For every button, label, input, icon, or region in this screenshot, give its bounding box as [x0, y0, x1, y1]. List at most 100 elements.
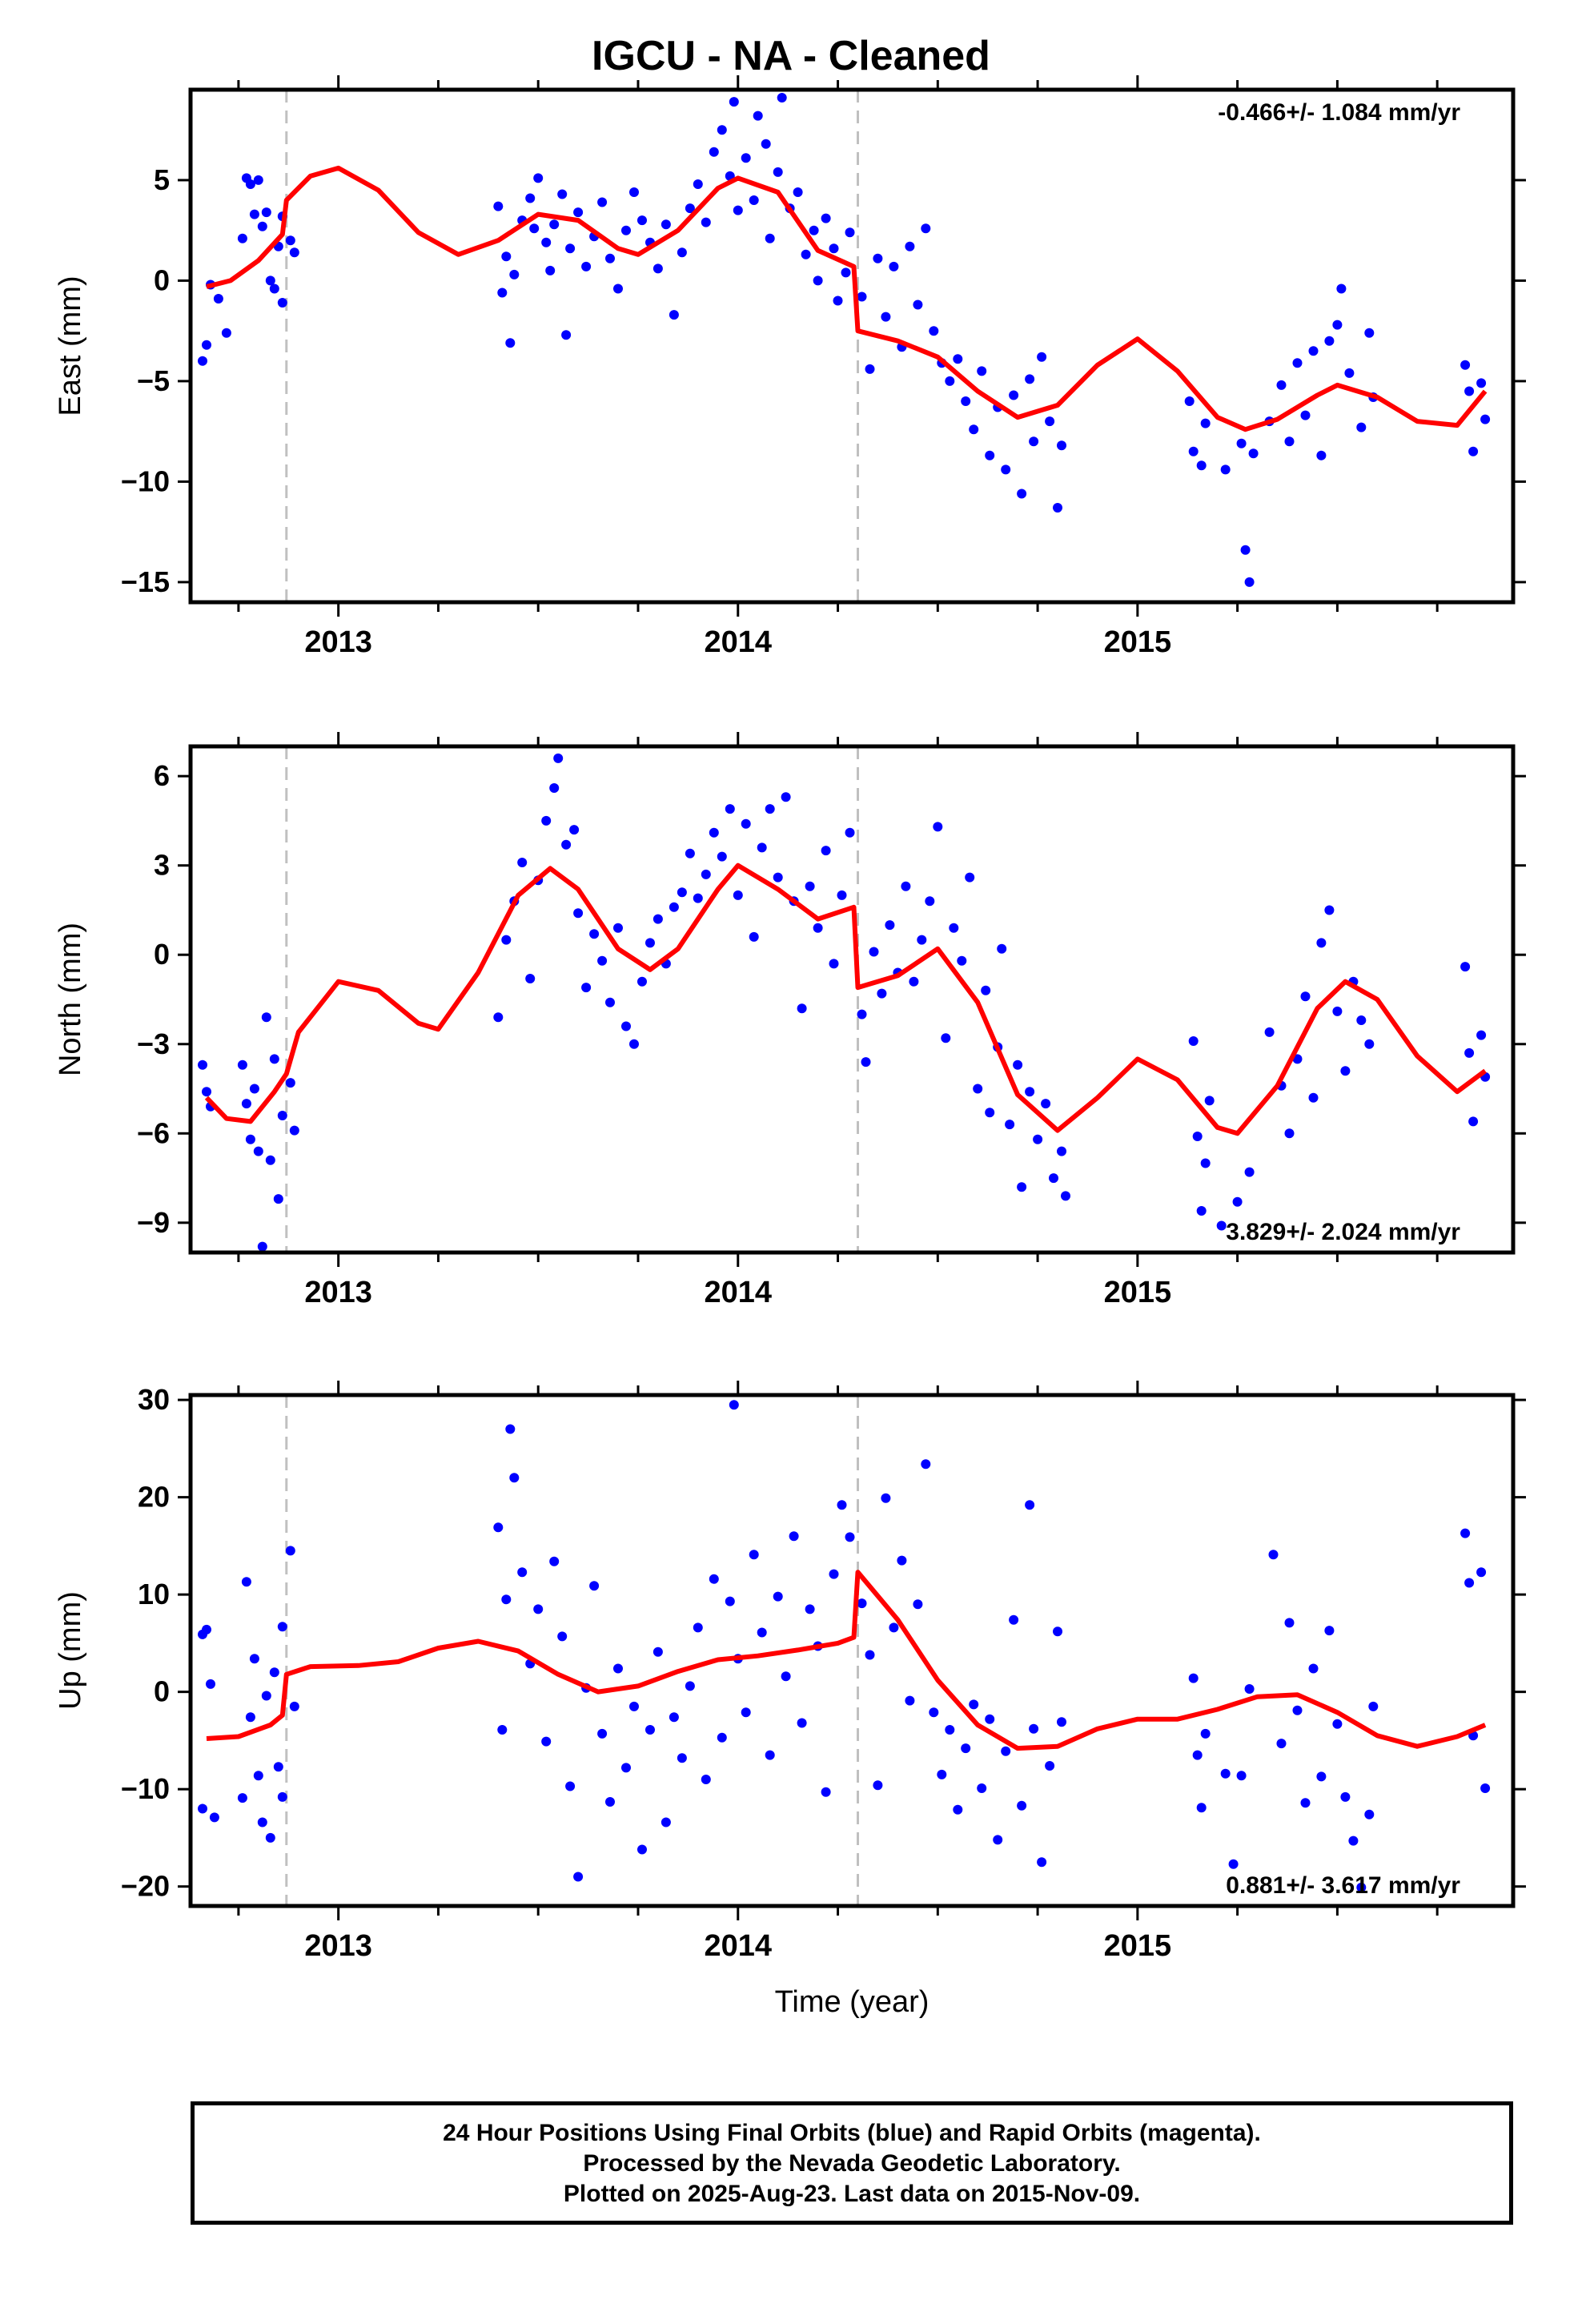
data-point — [1480, 414, 1491, 424]
data-point — [773, 1591, 783, 1602]
data-point — [677, 887, 687, 898]
data-point — [1276, 380, 1287, 390]
y-tick-label: −10 — [121, 464, 170, 497]
data-point — [289, 247, 299, 258]
data-point — [1460, 360, 1471, 370]
data-point — [237, 1793, 247, 1803]
data-point — [865, 1650, 875, 1660]
data-point — [749, 1550, 759, 1560]
rate-annotation: 3.829+/- 2.024 mm/yr — [1226, 1219, 1460, 1245]
data-point — [533, 173, 544, 183]
data-point — [573, 1872, 584, 1882]
data-point — [909, 976, 919, 987]
data-point — [1184, 396, 1195, 406]
data-point — [1053, 1626, 1062, 1637]
plot-frame — [188, 744, 1516, 1255]
data-point — [613, 1663, 623, 1674]
data-point — [198, 1803, 207, 1814]
data-point — [945, 376, 955, 386]
data-point — [493, 201, 504, 211]
data-point — [525, 193, 536, 203]
data-point — [1468, 446, 1479, 456]
y-axis-label: Up (mm) — [54, 1591, 87, 1710]
data-point — [821, 1787, 831, 1797]
data-point — [1216, 1220, 1227, 1231]
data-point — [661, 219, 671, 230]
data-point — [677, 1753, 687, 1763]
data-point — [693, 893, 703, 903]
data-point — [597, 197, 608, 207]
data-point — [1300, 991, 1311, 1002]
data-point — [929, 326, 939, 336]
data-point — [709, 147, 719, 157]
data-point — [1324, 905, 1335, 915]
data-point — [269, 1054, 279, 1064]
data-point — [1232, 1196, 1243, 1207]
x-tick-label: 2015 — [1104, 625, 1172, 659]
data-point — [765, 233, 775, 243]
data-point — [253, 175, 263, 185]
data-point — [857, 292, 867, 302]
data-point — [597, 955, 608, 966]
data-point — [245, 179, 255, 189]
data-point — [717, 851, 727, 862]
data-point — [809, 225, 819, 235]
data-point — [837, 890, 847, 900]
data-point — [637, 215, 647, 226]
data-point — [913, 1599, 923, 1610]
data-point — [1332, 320, 1343, 330]
data-point — [805, 1604, 815, 1614]
y-tick-label: 30 — [138, 1383, 170, 1416]
data-point — [841, 267, 851, 278]
footer-box: 24 Hour Positions Using Final Orbits (bl… — [191, 2101, 1513, 2225]
data-point — [261, 1691, 271, 1701]
data-point — [945, 1725, 955, 1735]
data-point — [237, 1059, 247, 1070]
data-point — [1017, 1800, 1027, 1811]
x-tick-label: 2013 — [304, 1929, 372, 1963]
data-point — [1308, 1663, 1319, 1674]
data-point — [941, 1033, 951, 1043]
panel-1: 5 0 −5 −10 −15 2013 2014 2015 East (mm) -0.466+/-… — [54, 75, 1526, 659]
data-point — [797, 1718, 807, 1728]
data-point — [1200, 1728, 1211, 1739]
data-point — [753, 111, 763, 121]
data-point — [1340, 1066, 1351, 1076]
data-point — [833, 296, 843, 306]
data-point — [569, 825, 580, 835]
data-point — [1192, 1132, 1203, 1141]
data-point — [857, 1598, 867, 1609]
data-point — [1292, 358, 1303, 368]
data-point — [557, 189, 568, 199]
data-point — [1196, 460, 1207, 471]
data-point — [549, 783, 560, 793]
data-point — [993, 1835, 1003, 1845]
data-point — [597, 1728, 608, 1739]
data-point — [198, 356, 207, 366]
data-point — [969, 1699, 979, 1710]
panel-3: 30 20 10 0 −10 −20 2013 2014 2015 Up (mm) 0.881+/-… — [54, 1381, 1526, 2019]
data-point — [249, 1084, 259, 1094]
data-point — [285, 235, 295, 246]
data-point — [829, 243, 839, 254]
data-point — [1220, 1768, 1231, 1779]
data-point — [202, 340, 211, 350]
data-point — [765, 804, 775, 814]
data-point — [237, 233, 247, 243]
data-point — [773, 872, 783, 883]
data-point — [1356, 1882, 1367, 1892]
data-point — [501, 935, 512, 945]
data-point — [1308, 1092, 1319, 1103]
plot-frame — [188, 87, 1516, 605]
data-point — [605, 1797, 615, 1807]
data-point — [669, 310, 679, 320]
data-point — [253, 1146, 263, 1156]
footer-line-2: Processed by the Nevada Geodetic Laborat… — [583, 2150, 1121, 2177]
data-point — [1196, 1206, 1207, 1216]
data-point — [1017, 489, 1027, 499]
data-point — [265, 1155, 275, 1165]
data-point — [1336, 283, 1347, 294]
data-point — [1045, 1761, 1055, 1771]
data-point — [1049, 1173, 1058, 1184]
data-point — [645, 938, 655, 948]
